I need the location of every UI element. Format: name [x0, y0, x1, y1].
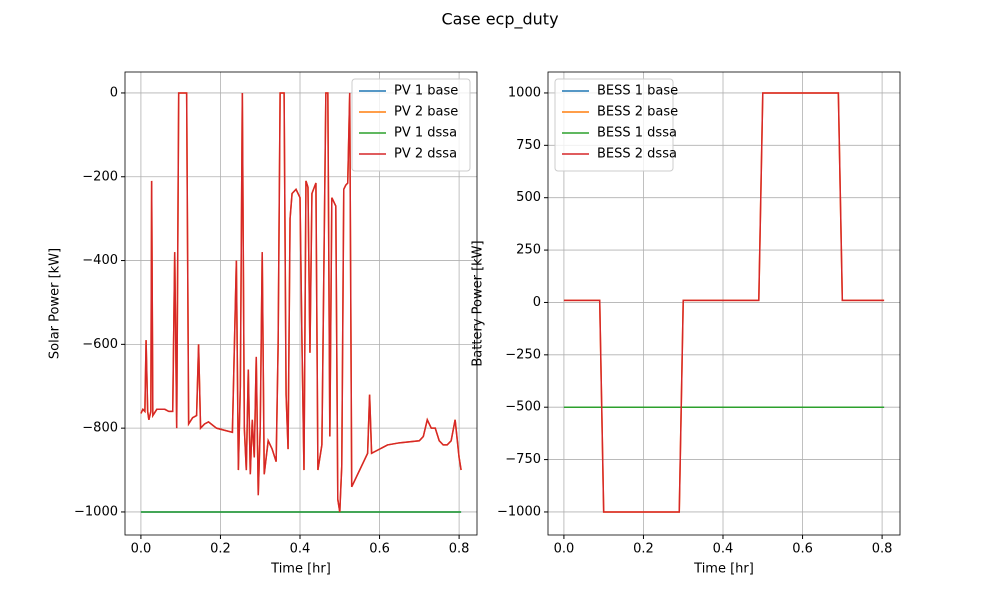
x-tick-label: 0.6	[369, 542, 390, 557]
legend-label: BESS 2 dssa	[597, 147, 677, 162]
legend-label: PV 2 dssa	[394, 147, 457, 162]
legend-label: BESS 1 dssa	[597, 126, 677, 141]
y-tick-label: −1000	[497, 504, 541, 519]
legend-label: BESS 1 base	[597, 84, 678, 99]
figure-title: Case ecp_duty	[441, 10, 558, 30]
y-tick-label: −400	[82, 253, 118, 268]
x-tick-label: 0.2	[210, 542, 231, 557]
x-tick-label: 0.8	[872, 542, 893, 557]
x-axis-label: Time [hr]	[693, 562, 754, 577]
y-tick-label: −600	[82, 337, 118, 352]
y-tick-label: 250	[516, 243, 541, 258]
legend-box	[351, 78, 471, 172]
legend-label: PV 1 base	[394, 84, 458, 99]
y-axis-label: Solar Power [kW]	[48, 248, 63, 359]
x-tick-label: 0.8	[449, 542, 470, 557]
y-tick-label: −250	[505, 347, 541, 362]
series-line	[140, 92, 462, 513]
y-tick-label: 0	[533, 295, 541, 310]
y-tick-label: −800	[82, 421, 118, 436]
y-tick-label: 750	[516, 138, 541, 153]
legend-label: PV 2 base	[394, 105, 458, 120]
legend-label: BESS 2 base	[597, 105, 678, 120]
x-tick-label: 0.4	[290, 542, 311, 557]
y-tick-label: 1000	[508, 85, 541, 100]
x-tick-label: 0.0	[131, 542, 152, 557]
x-tick-label: 0.4	[713, 542, 734, 557]
x-tick-label: 0.0	[554, 542, 575, 557]
y-axis-label: Battery Power [kW]	[471, 240, 486, 366]
y-tick-label: −200	[82, 169, 118, 184]
x-axis-label: Time [hr]	[270, 562, 331, 577]
legend-box	[554, 78, 674, 172]
x-tick-label: 0.6	[792, 542, 813, 557]
y-tick-label: 500	[516, 190, 541, 205]
y-tick-label: −750	[505, 452, 541, 467]
y-tick-label: 0	[110, 85, 118, 100]
plot-frame	[124, 71, 478, 536]
legend-label: PV 1 dssa	[394, 126, 457, 141]
y-tick-label: −1000	[74, 504, 118, 519]
plot-frame	[547, 71, 901, 536]
y-tick-label: −500	[505, 400, 541, 415]
series-line	[563, 92, 885, 513]
x-tick-label: 0.2	[633, 542, 654, 557]
